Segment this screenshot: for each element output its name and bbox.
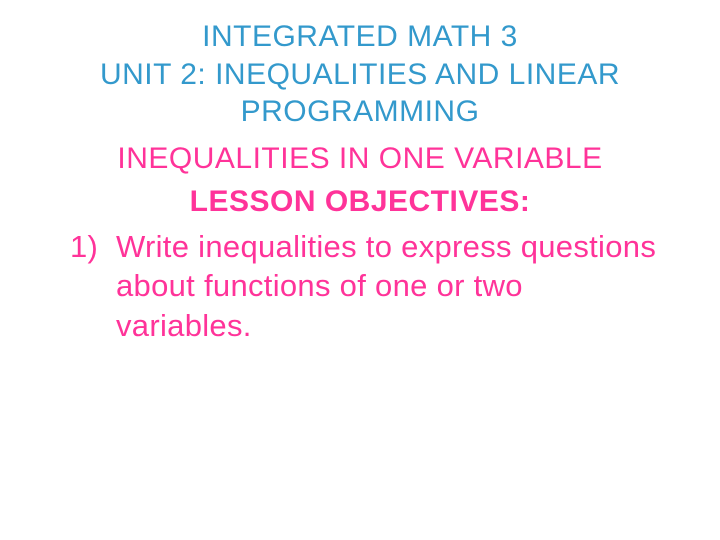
objectives-list: 1) Write inequalities to express questio… <box>60 227 660 346</box>
slide-container: INTEGRATED MATH 3 UNIT 2: INEQUALITIES A… <box>0 0 720 540</box>
course-title: INTEGRATED MATH 3 UNIT 2: INEQUALITIES A… <box>60 18 660 131</box>
objective-number: 1) <box>70 227 116 346</box>
title-line-1: INTEGRATED MATH 3 <box>60 18 660 56</box>
lesson-subtitle: INEQUALITIES IN ONE VARIABLE <box>60 139 660 178</box>
objective-item: 1) Write inequalities to express questio… <box>70 227 660 346</box>
objective-text: Write inequalities to express questions … <box>116 227 660 346</box>
lesson-objectives-heading: LESSON OBJECTIVES: <box>60 182 660 221</box>
title-line-2: UNIT 2: INEQUALITIES AND LINEAR PROGRAMM… <box>60 56 660 131</box>
